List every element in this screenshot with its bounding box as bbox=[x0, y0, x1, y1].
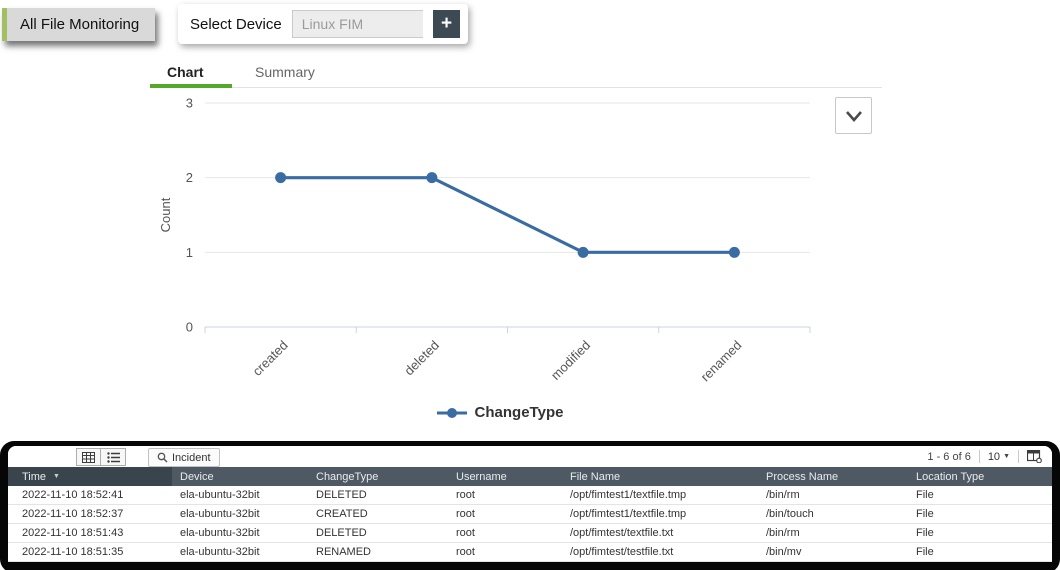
table-cell: /bin/rm bbox=[766, 527, 800, 539]
table-cell: /opt/fimtest/testfile.txt bbox=[570, 546, 674, 558]
page-size-dropdown[interactable]: 10 ▼ bbox=[988, 451, 1010, 463]
legend-series-label: ChangeType bbox=[474, 404, 564, 421]
toolbar-separator bbox=[978, 450, 980, 463]
select-device-card: Select Device Linux FIM + bbox=[178, 4, 468, 44]
svg-text:Count: Count bbox=[158, 197, 173, 232]
table-cell: ela-ubuntu-32bit bbox=[180, 508, 260, 520]
dropdown-caret-icon: ▼ bbox=[1003, 453, 1010, 460]
chevron-down-icon bbox=[845, 110, 862, 122]
column-header-changetype[interactable]: ChangeType bbox=[316, 470, 379, 483]
column-header-time[interactable]: Time ▼ bbox=[8, 467, 172, 486]
svg-text:0: 0 bbox=[186, 320, 193, 335]
table-cell: CREATED bbox=[316, 508, 368, 520]
table-cell: root bbox=[456, 489, 475, 501]
svg-text:deleted: deleted bbox=[401, 338, 442, 379]
table-cell: root bbox=[456, 527, 475, 539]
svg-text:renamed: renamed bbox=[698, 338, 745, 385]
svg-text:3: 3 bbox=[186, 96, 193, 111]
table-cell: DELETED bbox=[316, 527, 367, 539]
table-cell: 2022-11-10 18:52:37 bbox=[22, 508, 124, 520]
row-range-label: 1 - 6 of 6 bbox=[927, 450, 971, 463]
table-cell: 2022-11-10 18:51:35 bbox=[22, 546, 124, 558]
toolbar-separator bbox=[1018, 450, 1019, 463]
chart-legend[interactable]: ChangeType bbox=[150, 404, 850, 421]
column-header-process-name[interactable]: Process Name bbox=[766, 470, 839, 483]
table-row[interactable]: 2022-11-10 18:51:43 ela-ubuntu-32bit DELET… bbox=[8, 524, 1052, 543]
table-cell: /opt/fimtest1/textfile.tmp bbox=[570, 489, 687, 501]
svg-text:1: 1 bbox=[186, 245, 193, 260]
column-header-location-type[interactable]: Location Type bbox=[916, 470, 985, 483]
table-cell: /bin/touch bbox=[766, 508, 814, 520]
incident-button-label: Incident bbox=[172, 451, 211, 464]
table-cell: ela-ubuntu-32bit bbox=[180, 527, 260, 539]
svg-text:created: created bbox=[249, 338, 290, 379]
column-header-username[interactable]: Username bbox=[456, 470, 507, 483]
table-cell: DELETED bbox=[316, 489, 367, 501]
table-cell: 2022-11-10 18:51:43 bbox=[22, 527, 124, 539]
select-device-label: Select Device bbox=[190, 15, 282, 33]
svg-text:2: 2 bbox=[186, 170, 193, 185]
table-toolbar: Incident 1 - 6 of 6 10 ▼ bbox=[8, 446, 1052, 467]
legend-marker-icon bbox=[436, 407, 467, 418]
table-cell: /bin/rm bbox=[766, 489, 800, 501]
table-cell: ela-ubuntu-32bit bbox=[180, 546, 260, 558]
grid-view-button[interactable] bbox=[76, 448, 101, 466]
table-cell: File bbox=[916, 546, 934, 558]
table-cell: File bbox=[916, 508, 934, 520]
table-panel: Incident 1 - 6 of 6 10 ▼ bbox=[8, 446, 1052, 562]
page-size-value: 10 bbox=[987, 450, 1001, 463]
table-cell: File bbox=[916, 527, 934, 539]
collapse-chart-button[interactable] bbox=[835, 97, 872, 134]
all-file-monitoring-button[interactable]: All File Monitoring bbox=[2, 8, 156, 41]
table-cell: /opt/fimtest1/textfile.tmp bbox=[570, 508, 687, 520]
list-view-button[interactable] bbox=[101, 448, 126, 466]
pagination-controls: 1 - 6 of 6 10 ▼ bbox=[927, 446, 1042, 467]
table-cell: File bbox=[916, 489, 934, 501]
tab-summary[interactable]: Summary bbox=[255, 64, 315, 80]
svg-text:modified: modified bbox=[548, 338, 593, 383]
tabs-divider bbox=[150, 87, 882, 88]
active-tab-underline bbox=[150, 84, 232, 88]
sort-caret-icon: ▼ bbox=[53, 473, 60, 480]
table-cell: /bin/mv bbox=[766, 546, 802, 558]
table-cell: /opt/fimtest/textfile.txt bbox=[570, 527, 674, 539]
table-body: 2022-11-10 18:52:41 ela-ubuntu-32bit DELET… bbox=[8, 486, 1052, 562]
table-cell: root bbox=[456, 546, 475, 558]
table-row[interactable]: 2022-11-10 18:52:37 ela-ubuntu-32bit CREAT… bbox=[8, 505, 1052, 524]
table-cell: 2022-11-10 18:52:41 bbox=[22, 489, 124, 501]
table-row[interactable]: 2022-11-10 18:51:35 ela-ubuntu-32bit RENAM… bbox=[8, 543, 1052, 562]
table-frame: Incident 1 - 6 of 6 10 ▼ bbox=[0, 441, 1060, 570]
tab-chart[interactable]: Chart bbox=[167, 64, 204, 80]
list-view-icon bbox=[106, 451, 120, 463]
column-header-file-name[interactable]: File Name bbox=[570, 470, 621, 483]
column-settings-icon[interactable] bbox=[1027, 450, 1042, 463]
table-cell: root bbox=[456, 508, 475, 520]
table-cell: RENAMED bbox=[316, 546, 372, 558]
grid-view-icon bbox=[82, 451, 95, 463]
add-device-button[interactable]: + bbox=[433, 10, 460, 38]
table-header-row: Time ▼ Device ChangeType Username File Name Pr… bbox=[8, 467, 1052, 486]
view-toggle-group bbox=[76, 448, 126, 466]
table-cell: ela-ubuntu-32bit bbox=[180, 489, 260, 501]
device-select-input[interactable]: Linux FIM bbox=[291, 10, 423, 38]
line-chart: 0 1 2 3 created deleted modified renamed Count bbox=[158, 96, 811, 385]
table-row[interactable]: 2022-11-10 18:52:41 ela-ubuntu-32bit DELET… bbox=[8, 486, 1052, 505]
incident-button[interactable]: Incident bbox=[148, 448, 220, 467]
incident-search-icon bbox=[157, 452, 168, 463]
column-header-device[interactable]: Device bbox=[180, 470, 214, 483]
